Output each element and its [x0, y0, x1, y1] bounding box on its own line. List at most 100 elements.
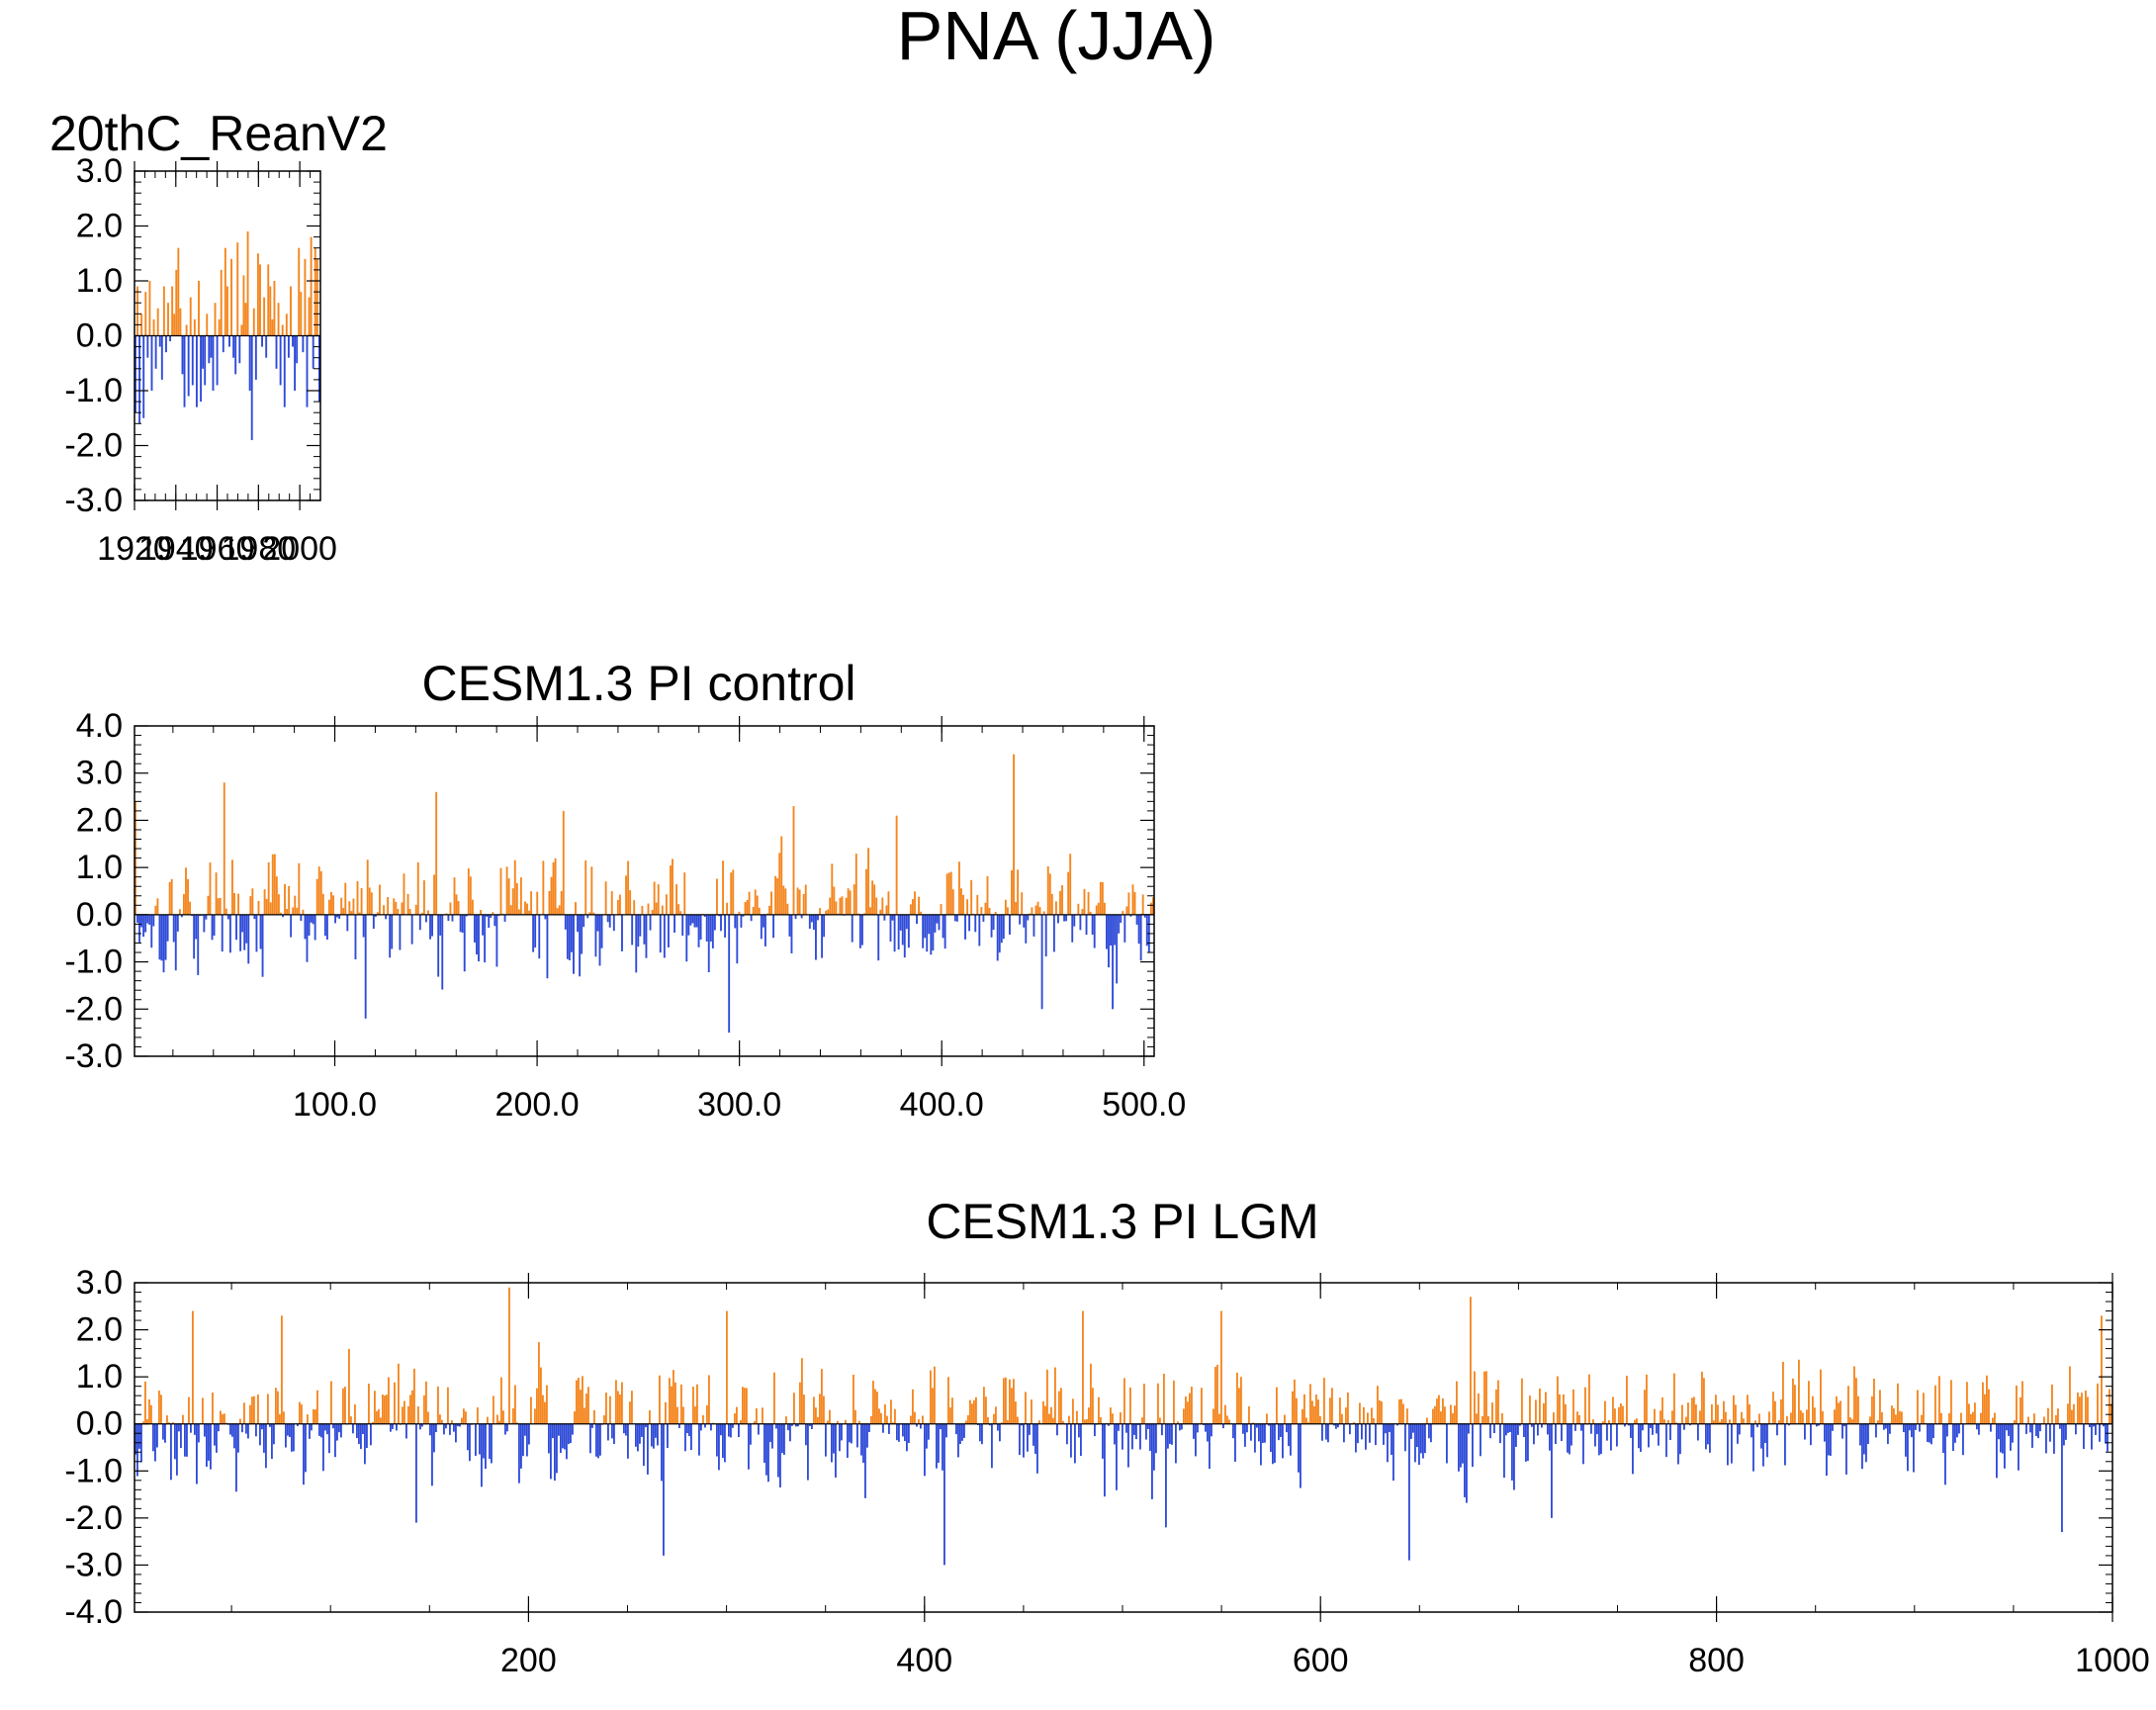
bar-negative	[635, 914, 638, 973]
bar-negative	[1919, 1423, 1921, 1432]
bar-positive	[975, 1396, 977, 1424]
bar-positive	[1292, 1391, 1294, 1424]
bar-negative	[1523, 1423, 1525, 1438]
bar-negative	[1665, 1423, 1667, 1458]
bar-negative	[1766, 1423, 1768, 1458]
bar-positive	[1899, 1410, 1901, 1424]
bar-positive	[934, 1366, 936, 1424]
bar-negative	[1112, 914, 1115, 1010]
bar-positive	[236, 242, 239, 336]
bar-negative	[1286, 1423, 1288, 1433]
bar-positive	[580, 1390, 582, 1424]
bar-positive	[404, 1400, 405, 1424]
bar-negative	[938, 1423, 940, 1463]
bar-negative	[1462, 1423, 1464, 1464]
bar-positive	[827, 909, 830, 915]
bar-negative	[1648, 1423, 1650, 1448]
bar-positive	[302, 909, 305, 915]
bar-positive	[1612, 1396, 1614, 1424]
y-tick-label: -2.0	[64, 1499, 123, 1537]
bar-positive	[1723, 1400, 1725, 1424]
bar-positive	[370, 892, 373, 915]
bar-positive	[1125, 906, 1128, 915]
bar-positive	[665, 1401, 667, 1424]
bar-positive	[417, 1406, 419, 1424]
bar-negative	[639, 1423, 641, 1444]
bar-negative	[903, 914, 906, 958]
bar-positive	[1529, 1395, 1531, 1424]
bar-positive	[621, 1382, 623, 1424]
bar-positive	[269, 286, 272, 336]
bar-negative	[271, 1423, 273, 1460]
bar-negative	[391, 914, 394, 949]
bar-negative	[429, 1423, 431, 1436]
bar-negative	[625, 1423, 627, 1436]
bar-negative	[451, 914, 454, 922]
bar-positive	[675, 884, 678, 915]
bar-negative	[1147, 1423, 1149, 1430]
bar-negative	[1369, 1423, 1371, 1443]
bar-positive	[754, 1420, 756, 1424]
bar-positive	[447, 1387, 449, 1424]
bar-negative	[697, 914, 700, 947]
bar-negative	[200, 335, 203, 403]
bar-positive	[1972, 1411, 1974, 1424]
bar-positive	[219, 897, 222, 915]
bar-positive	[1584, 1387, 1586, 1424]
bar-negative	[866, 1423, 868, 1448]
bar-positive	[1213, 1408, 1214, 1424]
bar-positive	[1173, 1380, 1175, 1424]
bar-negative	[1707, 1423, 1709, 1445]
bar-negative	[1990, 1423, 1992, 1432]
bar-negative	[247, 914, 250, 964]
bar-positive	[562, 810, 565, 915]
bar-negative	[1135, 914, 1138, 925]
bar-negative	[506, 1423, 508, 1432]
bar-negative	[860, 914, 863, 945]
bar-negative	[1355, 1423, 1357, 1453]
bar-negative	[1209, 1423, 1211, 1470]
bar-positive	[1893, 1407, 1895, 1424]
bar-positive	[502, 1410, 504, 1424]
bar-positive	[1025, 1392, 1027, 1424]
bar-positive	[156, 308, 159, 336]
bar-positive	[1758, 1413, 1760, 1424]
bar-negative	[667, 1423, 669, 1449]
bar-positive	[1266, 1413, 1268, 1424]
bar-positive	[327, 899, 330, 915]
bar-negative	[1260, 1423, 1262, 1466]
bar-positive	[1305, 1417, 1307, 1424]
bar-positive	[1284, 1414, 1286, 1424]
bar-negative	[273, 1423, 275, 1445]
bar-negative	[447, 914, 450, 922]
bar-positive	[499, 867, 502, 915]
bar-negative	[607, 1423, 609, 1441]
bar-negative	[997, 1423, 999, 1431]
bar-negative	[320, 1423, 322, 1438]
bar-positive	[1719, 1421, 1721, 1424]
bar-positive	[1847, 1386, 1849, 1424]
bar-negative	[160, 914, 163, 961]
x-tick-label: 2000	[262, 530, 337, 568]
y-tick-label: -1.0	[64, 372, 123, 409]
y-tick-label: 0.0	[76, 1405, 123, 1443]
bar-positive	[1127, 892, 1130, 915]
bar-positive	[995, 1406, 997, 1424]
bar-negative	[693, 914, 696, 928]
bar-negative	[184, 1423, 186, 1457]
bar-negative	[1120, 914, 1123, 923]
bar-negative	[332, 1423, 334, 1429]
bar-negative	[1616, 1423, 1618, 1447]
bar-positive	[253, 1395, 255, 1424]
bar-positive	[168, 1422, 170, 1424]
bar-positive	[778, 853, 781, 915]
bar-negative	[2049, 1423, 2051, 1442]
bar-negative	[1976, 1423, 1978, 1430]
bar-positive	[672, 858, 674, 915]
bar-positive	[1792, 1378, 1794, 1424]
bar-positive	[1563, 1394, 1565, 1424]
bar-negative	[606, 914, 609, 923]
bar-positive	[785, 1416, 787, 1424]
bar-positive	[1345, 1407, 1347, 1424]
bar-negative	[882, 1423, 884, 1433]
